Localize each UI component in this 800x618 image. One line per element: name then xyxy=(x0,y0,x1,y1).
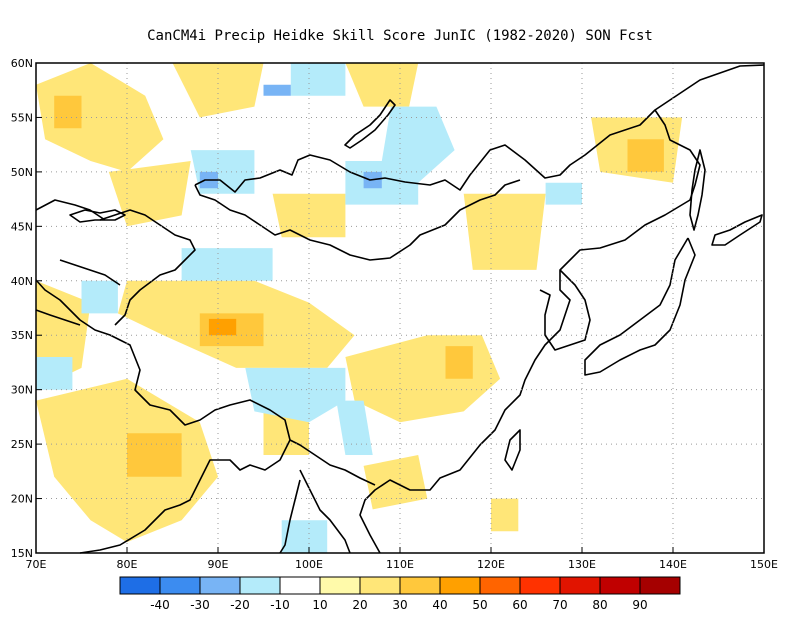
lat-tick-label: 15N xyxy=(11,547,33,560)
colorbar-label: -30 xyxy=(190,598,210,612)
chart-title: CanCM4i Precip Heidke Skill Score JunIC … xyxy=(147,28,653,44)
lon-tick-label: 70E xyxy=(26,558,47,571)
coastline-korea xyxy=(539,269,591,351)
coastline-asia-east xyxy=(194,64,765,193)
colorbar-label: 60 xyxy=(512,598,527,612)
longitude-tick-labels: 70E 80E 90E 100E 110E 120E 130E 140E 150E xyxy=(26,547,778,571)
colorbar-label: 80 xyxy=(592,598,607,612)
skill-region xyxy=(281,520,328,553)
colorbar-label: -20 xyxy=(230,598,250,612)
lon-tick-label: 120E xyxy=(477,558,505,571)
coastline-taiwan xyxy=(504,429,521,471)
lat-tick-label: 60N xyxy=(11,57,33,70)
colorbar-swatch xyxy=(479,576,521,595)
lon-tick-label: 150E xyxy=(750,558,778,571)
colorbar-label: 10 xyxy=(312,598,327,612)
skill-region xyxy=(263,84,291,96)
colorbar-swatch xyxy=(239,576,281,595)
lat-tick-label: 45N xyxy=(11,220,33,233)
lake-baikal xyxy=(344,99,396,149)
skill-region xyxy=(627,139,664,172)
colorbar-label: 40 xyxy=(432,598,447,612)
skill-region xyxy=(545,182,582,205)
colorbar-label: 70 xyxy=(552,598,567,612)
colorbar-swatch xyxy=(279,576,321,595)
skill-region xyxy=(345,335,501,423)
colorbar-label: 20 xyxy=(352,598,367,612)
skill-region xyxy=(245,367,346,423)
coastline-sakhalin xyxy=(689,149,706,231)
coastline-indochina xyxy=(279,469,351,554)
coastlines xyxy=(35,64,765,554)
border-central-asia xyxy=(35,199,121,326)
colorbar-swatch xyxy=(639,576,681,595)
latitude-tick-labels: 15N 20N 25N 30N 35N 40N 45N 50N 55N 60N xyxy=(11,57,42,560)
skill-region xyxy=(81,280,118,314)
skill-region xyxy=(172,63,264,118)
colorbar-swatch xyxy=(199,576,241,595)
skill-region xyxy=(36,63,164,172)
colorbar-swatch xyxy=(159,576,201,595)
colorbar-swatch xyxy=(399,576,441,595)
lon-tick-label: 90E xyxy=(208,558,229,571)
lat-tick-label: 20N xyxy=(11,493,33,506)
lon-tick-label: 110E xyxy=(386,558,414,571)
border-china-kazakhstan xyxy=(99,209,196,326)
colorbar-label: -40 xyxy=(150,598,170,612)
skill-region xyxy=(445,346,473,379)
coastline-japan xyxy=(584,237,696,376)
border-china-south xyxy=(289,439,376,486)
colorbar-label: 30 xyxy=(392,598,407,612)
lat-tick-label: 55N xyxy=(11,111,33,124)
skill-region xyxy=(127,433,182,477)
lake-balkhash xyxy=(69,209,126,223)
lat-tick-label: 40N xyxy=(11,275,33,288)
skill-region xyxy=(181,248,273,281)
coastline-india xyxy=(35,279,291,554)
colorbar-swatch xyxy=(559,576,601,595)
skill-regions xyxy=(36,63,683,553)
skill-region xyxy=(208,318,237,336)
colorbar-label: -10 xyxy=(270,598,290,612)
colorbar-swatch xyxy=(359,576,401,595)
colorbar-label: 90 xyxy=(632,598,647,612)
lat-tick-label: 50N xyxy=(11,166,33,179)
skill-region xyxy=(463,193,546,270)
lon-tick-label: 80E xyxy=(117,558,138,571)
skill-region xyxy=(336,400,373,455)
lat-tick-label: 30N xyxy=(11,384,33,397)
lon-tick-label: 140E xyxy=(659,558,687,571)
colorbar-swatch xyxy=(319,576,361,595)
skill-region xyxy=(36,357,73,390)
colorbar-label: 50 xyxy=(472,598,487,612)
lon-tick-label: 100E xyxy=(295,558,323,571)
skill-region xyxy=(345,63,419,107)
colorbar-swatch xyxy=(119,576,161,595)
skill-region xyxy=(491,498,519,532)
border-russia-mongolia xyxy=(194,179,521,261)
skill-region xyxy=(54,95,82,129)
colorbar-swatch xyxy=(599,576,641,595)
lon-tick-label: 130E xyxy=(568,558,596,571)
colorbar: -40 -30 -20 -10 10 20 30 40 50 60 70 80 90 xyxy=(119,576,681,612)
lat-tick-label: 35N xyxy=(11,329,33,342)
colorbar-swatch xyxy=(519,576,561,595)
skill-region xyxy=(272,193,346,238)
skill-region xyxy=(290,63,346,96)
lat-tick-label: 25N xyxy=(11,438,33,451)
graticule xyxy=(36,63,764,553)
colorbar-swatch xyxy=(439,576,481,595)
coastline-hokkaido xyxy=(711,214,763,246)
